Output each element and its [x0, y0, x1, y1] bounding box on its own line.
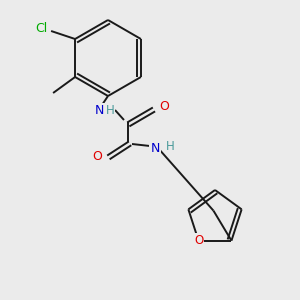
Text: H: H	[166, 140, 174, 152]
Text: O: O	[92, 151, 102, 164]
Text: N: N	[94, 103, 104, 116]
Text: H: H	[106, 103, 114, 116]
Text: O: O	[159, 100, 169, 112]
Text: O: O	[194, 234, 203, 247]
Text: N: N	[150, 142, 160, 154]
Text: Cl: Cl	[35, 22, 47, 35]
